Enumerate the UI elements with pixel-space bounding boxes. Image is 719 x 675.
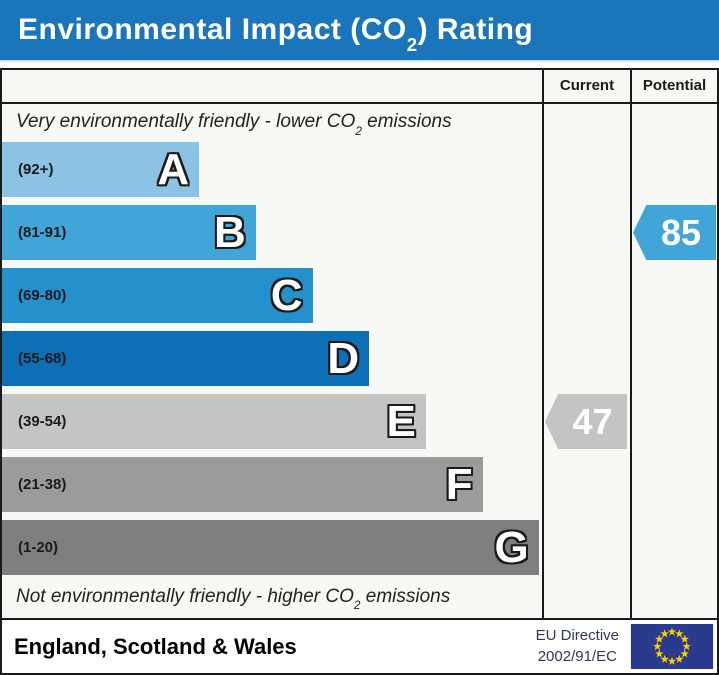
eu-star bbox=[653, 642, 662, 651]
eu-star bbox=[680, 649, 689, 658]
epc-bands: (92+) A (81-91) B (69-80) C (55-68) D (39-54) E (2… bbox=[2, 140, 542, 581]
caption-bottom: Not environmentally friendly - higher CO… bbox=[16, 585, 451, 613]
band-letter: C bbox=[270, 270, 304, 320]
eu-star bbox=[660, 654, 669, 663]
eu-star bbox=[655, 649, 664, 658]
column-divider-potential bbox=[630, 70, 632, 620]
epc-band-a: (92+) A bbox=[2, 142, 200, 197]
column-header-potential: Potential bbox=[642, 77, 707, 94]
caption-top: Very environmentally friendly - lower CO… bbox=[16, 111, 452, 138]
band-letter: F bbox=[445, 459, 474, 509]
band-range-label: (69-80) bbox=[18, 287, 67, 304]
rating-table: Current Potential Very environmentally f… bbox=[0, 68, 719, 675]
band-range-label: (81-91) bbox=[18, 224, 67, 241]
current-rating-marker: 47 bbox=[545, 394, 627, 449]
header-divider bbox=[2, 102, 717, 104]
column-header-current: Current bbox=[559, 77, 615, 94]
potential-rating-marker: 85 bbox=[633, 205, 716, 260]
epc-band-c: (69-80) C bbox=[2, 268, 313, 323]
epc-band-g: (1-20) G bbox=[2, 520, 539, 575]
band-letter: B bbox=[213, 207, 247, 257]
eu-star bbox=[655, 634, 664, 643]
region-label: England, Scotland & Wales bbox=[14, 633, 297, 659]
co2-subscript: 2 bbox=[355, 124, 362, 138]
footer-divider bbox=[2, 618, 717, 620]
band-range-label: (21-38) bbox=[18, 476, 67, 493]
eu-star bbox=[682, 642, 691, 651]
epc-band-d: (55-68) D bbox=[2, 331, 370, 386]
eu-star bbox=[660, 629, 669, 638]
band-letter: D bbox=[326, 333, 360, 383]
epc-band-e: (39-54) E bbox=[2, 394, 426, 449]
title-bar: Environmental Impact (CO2) Rating bbox=[0, 0, 719, 62]
band-range-label: (55-68) bbox=[18, 350, 67, 367]
eu-flag-icon bbox=[630, 624, 714, 669]
footer: England, Scotland & Wales EU Directive 2… bbox=[2, 620, 717, 673]
column-divider-current bbox=[542, 70, 544, 620]
band-letter: E bbox=[386, 396, 417, 446]
page-title: Environmental Impact (CO2) Rating bbox=[18, 13, 534, 55]
co2-subscript: 2 bbox=[353, 599, 361, 613]
band-letter: G bbox=[494, 522, 530, 572]
band-letter: A bbox=[156, 144, 190, 194]
eu-star bbox=[680, 634, 689, 643]
eu-directive-text: EU Directive 2002/91/EC bbox=[535, 627, 619, 665]
epc-band-b: (81-91) B bbox=[2, 205, 256, 260]
epc-band-f: (21-38) F bbox=[2, 457, 483, 512]
eu-star bbox=[667, 656, 677, 665]
eu-star bbox=[675, 629, 684, 638]
band-range-label: (39-54) bbox=[18, 413, 67, 430]
band-range-label: (92+) bbox=[18, 161, 54, 178]
eu-star bbox=[675, 654, 684, 663]
co2-subscript: 2 bbox=[406, 33, 418, 55]
band-range-label: (1-20) bbox=[18, 539, 59, 556]
eu-star bbox=[667, 627, 677, 636]
